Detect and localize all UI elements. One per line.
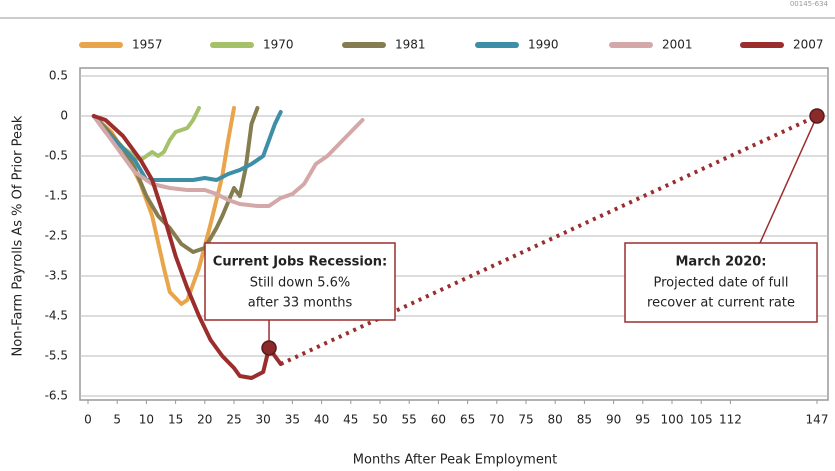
x-tick-label: 25 [226, 413, 241, 427]
annotation-text: Projected date of full [653, 276, 788, 291]
y-axis-label: Non-Farm Payrolls As % Of Prior Peak [11, 115, 26, 356]
y-tick-label: -5.5 [45, 349, 68, 363]
x-tick-label: 80 [548, 413, 563, 427]
x-tick-label: 95 [635, 413, 650, 427]
y-tick-label: 0 [60, 109, 68, 123]
x-tick-label: 100 [661, 413, 684, 427]
annotation-title: March 2020: [676, 255, 767, 270]
x-tick-label: 15 [168, 413, 183, 427]
projection-line [279, 114, 818, 366]
x-tick-label: 70 [489, 413, 504, 427]
x-tick-label: 60 [431, 413, 446, 427]
x-tick-label: 147 [806, 413, 829, 427]
highlight-point [809, 108, 825, 124]
x-tick-label: 90 [606, 413, 621, 427]
x-axis-label: Months After Peak Employment [353, 453, 557, 468]
x-tick-label: 75 [518, 413, 533, 427]
y-tick-label: -2.5 [45, 229, 68, 243]
y-tick-label: -0.5 [45, 149, 68, 163]
chart-code: 00145-634 [790, 0, 829, 8]
legend-label: 1970 [263, 38, 294, 52]
annotation-text: after 33 months [248, 296, 353, 311]
plot-frame [79, 67, 829, 401]
x-tick-label: 50 [372, 413, 387, 427]
y-tick-label: -4.5 [45, 309, 68, 323]
series-line [91, 106, 260, 254]
annotation-box [624, 242, 818, 323]
x-tick-label: 0 [84, 413, 92, 427]
annotation-connector [759, 115, 818, 244]
x-tick-label: 5 [113, 413, 121, 427]
annotation-text: recover at current rate [647, 296, 795, 311]
x-tick-label: 40 [314, 413, 329, 427]
y-tick-label: -6.5 [45, 389, 68, 403]
annotation-title: Current Jobs Recession: [213, 255, 387, 270]
series-line [91, 110, 283, 182]
x-tick-label: 20 [197, 413, 212, 427]
legend-label: 2001 [662, 38, 693, 52]
series-line [91, 114, 283, 380]
x-tick-label: 85 [577, 413, 592, 427]
legend-label: 1981 [395, 38, 426, 52]
y-tick-label: -1.5 [45, 189, 68, 203]
y-tick-label: 0.5 [49, 69, 68, 83]
x-tick-label: 112 [719, 413, 742, 427]
x-tick-label: 65 [460, 413, 475, 427]
x-tick-label: 105 [690, 413, 713, 427]
y-tick-label: -3.5 [45, 269, 68, 283]
x-tick-label: 45 [343, 413, 358, 427]
x-tick-label: 30 [256, 413, 271, 427]
annotation-box [204, 242, 396, 321]
x-tick-label: 55 [402, 413, 417, 427]
legend-label: 1957 [132, 38, 163, 52]
annotation-text: Still down 5.6% [250, 276, 351, 291]
legend-label: 2007 [793, 38, 824, 52]
x-tick-label: 10 [139, 413, 154, 427]
legend-label: 1990 [528, 38, 559, 52]
highlight-point [261, 340, 277, 356]
x-tick-label: 35 [285, 413, 300, 427]
